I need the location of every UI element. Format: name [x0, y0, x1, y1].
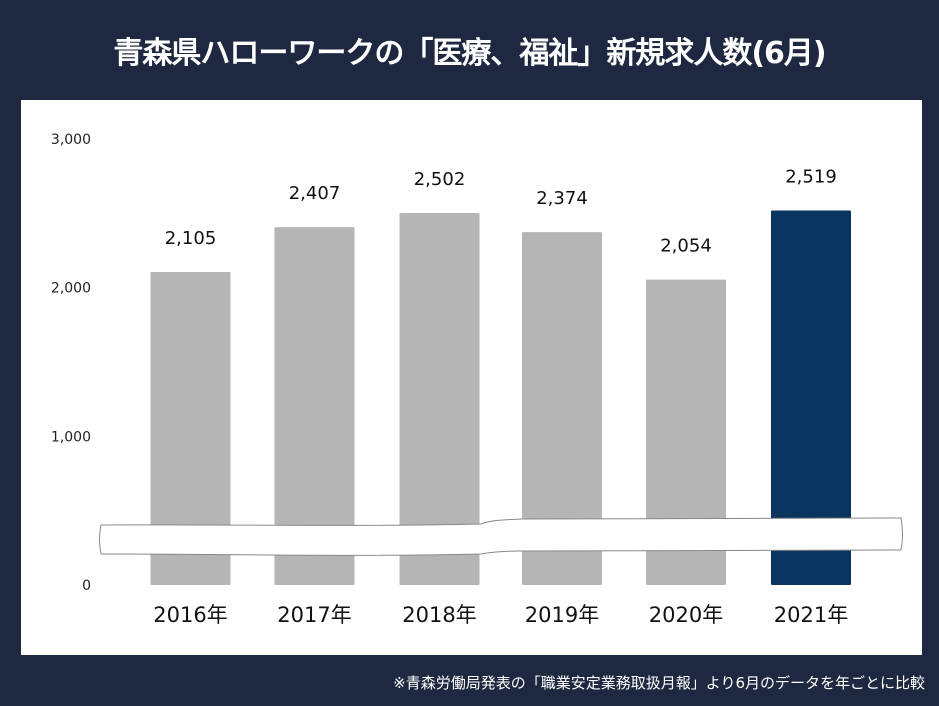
x-tick-label: 2021年 [774, 603, 848, 627]
x-tick-label: 2017年 [277, 603, 351, 627]
bar-2018 [399, 213, 480, 585]
bar-2019 [522, 232, 602, 585]
axis-break-band [99, 517, 903, 556]
x-tick-label: 2019年 [525, 603, 599, 627]
chart-panel: 0 1,000 2,000 3,000 2,105 2016年 2,407 2017年 2,50… [21, 100, 922, 655]
data-label: 2,105 [165, 228, 217, 249]
y-tick-label: 1,000 [51, 429, 91, 445]
chart-title: 青森県ハローワークの「医療、福祉」新規求人数(6月) [113, 36, 826, 71]
footnote: ※青森労働局発表の「職業安定業務取扱月報」より6月のデータを年ごとに比較 [393, 674, 925, 692]
bar-2021 [771, 210, 851, 585]
data-label: 2,502 [414, 169, 466, 190]
bar-2020 [646, 279, 726, 585]
x-tick-label: 2018年 [402, 603, 476, 627]
data-label: 2,519 [785, 167, 837, 188]
data-label: 2,374 [536, 188, 588, 209]
data-label: 2,054 [660, 236, 712, 257]
x-tick-label: 2016年 [153, 603, 227, 627]
x-tick-label: 2020年 [649, 603, 723, 627]
bar-2017 [274, 227, 355, 585]
y-tick-label: 2,000 [51, 281, 91, 297]
bar-chart: 0 1,000 2,000 3,000 2,105 2016年 2,407 2017年 2,50… [51, 132, 903, 627]
bar-2016 [150, 272, 231, 585]
y-tick-label: 0 [82, 578, 91, 594]
data-label: 2,407 [289, 183, 341, 204]
y-tick-label: 3,000 [51, 132, 91, 148]
